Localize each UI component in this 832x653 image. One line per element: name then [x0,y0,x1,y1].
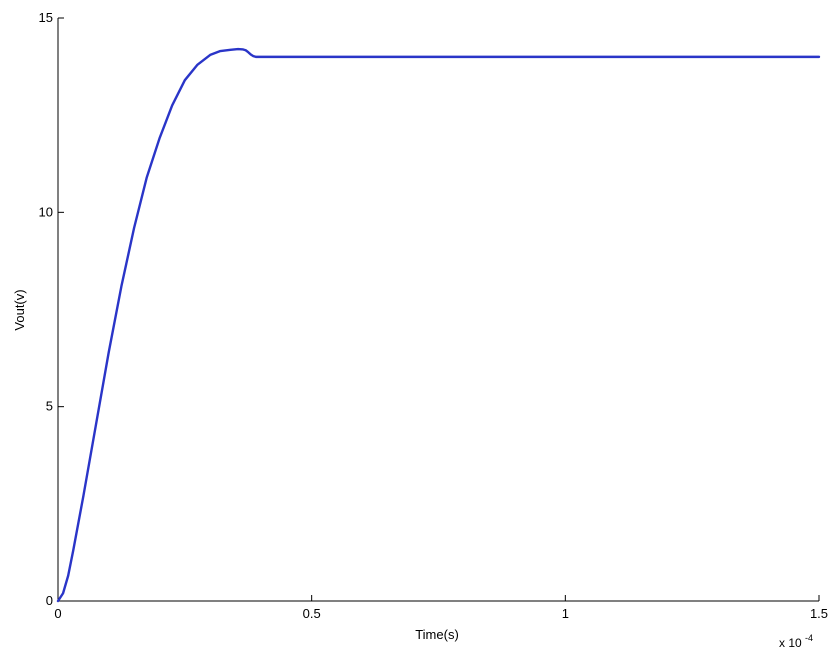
series-line [56,47,821,603]
x-axis-scale-exponent: -4 [805,633,813,643]
y-tick-label: 10 [39,204,53,219]
x-axis-label: Time(s) [415,627,459,642]
x-tick-label: 1.5 [810,606,828,621]
x-tick-label: 0 [54,606,61,621]
labels: Time(s) Vout(v) x 10 -4 [12,289,813,650]
y-tick-label: 5 [46,399,53,414]
x-tick-label: 0.5 [303,606,321,621]
x-axis-scale-prefix: x 10 [779,636,802,650]
x-axis-scale-label: x 10 -4 [779,633,813,650]
plot-area [56,47,821,603]
y-tick-label: 15 [39,10,53,25]
y-axis-label: Vout(v) [12,289,27,330]
axes: 0 0.5 1 1.5 0 5 10 15 [39,10,829,621]
x-tick-label: 1 [562,606,569,621]
y-tick-label: 0 [46,593,53,608]
